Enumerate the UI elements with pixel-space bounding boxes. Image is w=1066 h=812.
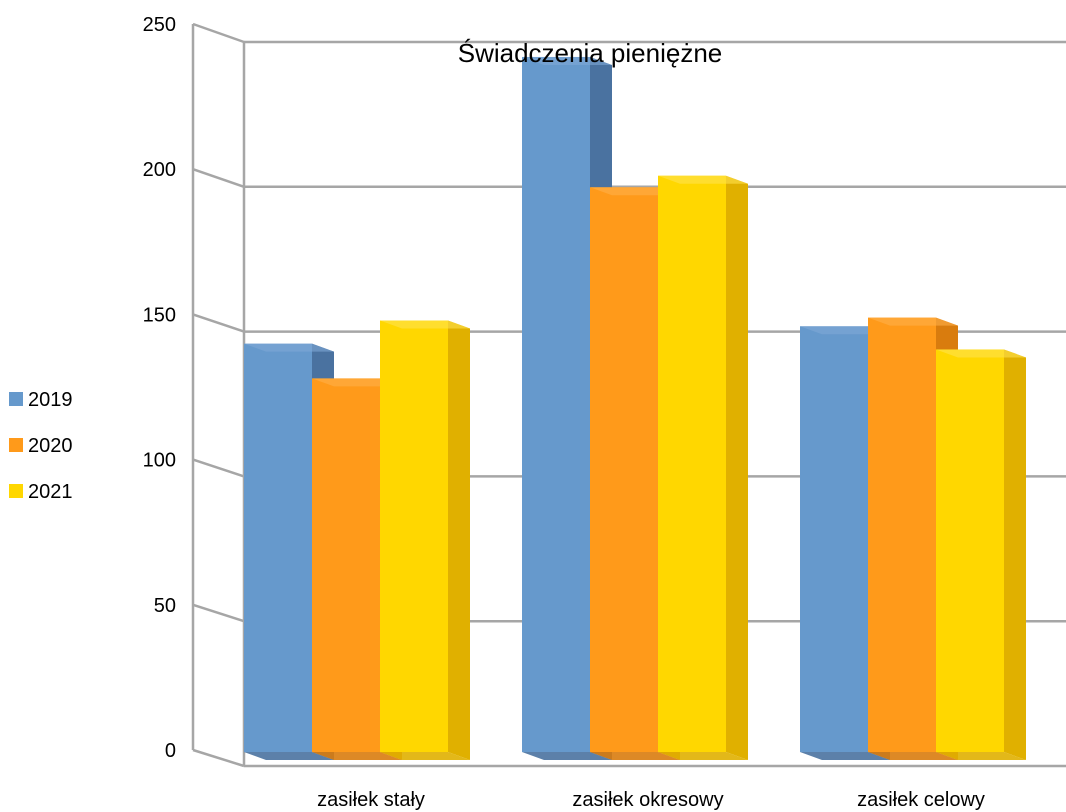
side-gridline xyxy=(192,168,245,188)
x-tick-label: zasiłek okresowy xyxy=(572,789,723,811)
legend-item: 2020 xyxy=(9,435,73,457)
y-tick-label: 0 xyxy=(165,740,176,762)
side-gridline xyxy=(192,22,245,44)
legend-item: 2019 xyxy=(9,389,73,411)
legend-swatch xyxy=(9,392,23,406)
legend-item: 2021 xyxy=(9,481,73,503)
legend-swatch xyxy=(9,438,23,452)
legend-label: 2020 xyxy=(28,435,73,457)
x-axis: zasiłek stały zasiłek okresowy zasiłek cel… xyxy=(317,789,985,811)
side-gridline xyxy=(192,748,245,768)
side-gridline xyxy=(192,603,245,623)
x-tick-label: zasiłek stały xyxy=(317,789,425,811)
y-tick-label: 150 xyxy=(143,304,176,326)
side-gridline xyxy=(192,313,245,333)
chart-title: Świadczenia pieniężne xyxy=(458,38,723,68)
x-tick-label: zasiłek celowy xyxy=(857,789,985,811)
bar xyxy=(936,349,1026,760)
legend-swatch xyxy=(9,484,23,498)
side-gridline xyxy=(192,458,245,478)
bar xyxy=(380,320,470,760)
legend-label: 2019 xyxy=(28,389,73,411)
y-tick-label: 100 xyxy=(143,450,176,472)
bar xyxy=(658,175,748,761)
y-tick-label: 250 xyxy=(143,14,176,36)
legend-label: 2021 xyxy=(28,481,73,503)
bars xyxy=(244,56,1026,761)
y-tick-label: 200 xyxy=(143,159,176,181)
legend: 2019 2020 2021 xyxy=(9,389,73,503)
y-tick-label: 50 xyxy=(154,595,176,617)
y-axis: 0 50 100 150 200 250 xyxy=(143,14,176,762)
